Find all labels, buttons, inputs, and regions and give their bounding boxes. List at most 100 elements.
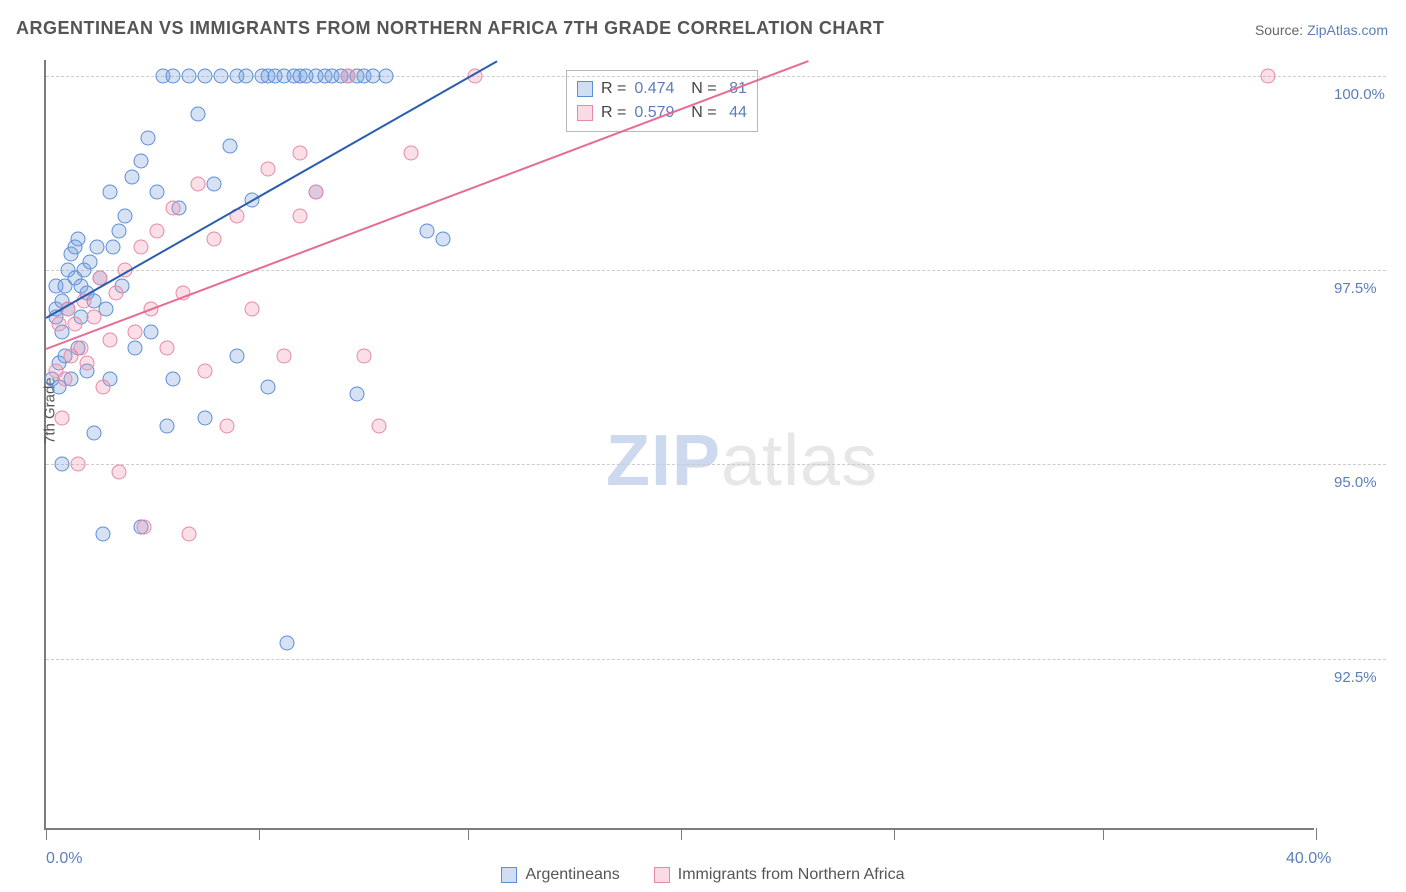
y-tick-label: 92.5% — [1334, 669, 1377, 686]
data-point-b — [102, 333, 117, 348]
data-point-a — [105, 239, 120, 254]
data-point-b — [1261, 68, 1276, 83]
data-point-a — [378, 68, 393, 83]
data-point-b — [356, 348, 371, 363]
watermark-rest: atlas — [721, 421, 878, 501]
watermark-zip: ZIP — [606, 421, 721, 501]
data-point-b — [134, 239, 149, 254]
data-point-b — [181, 527, 196, 542]
data-point-a — [239, 68, 254, 83]
data-point-b — [54, 410, 69, 425]
data-point-a — [112, 224, 127, 239]
data-point-a — [207, 177, 222, 192]
x-tick — [468, 828, 469, 840]
chart-title: ARGENTINEAN VS IMMIGRANTS FROM NORTHERN … — [16, 18, 884, 39]
data-point-b — [277, 348, 292, 363]
source-label: Source: — [1255, 22, 1303, 38]
legend-swatch-b-icon — [577, 105, 593, 121]
x-tick — [894, 828, 895, 840]
data-point-b — [159, 340, 174, 355]
data-point-b — [191, 177, 206, 192]
legend-item-a: Argentineans — [501, 866, 619, 884]
data-point-a — [223, 138, 238, 153]
data-point-a — [118, 208, 133, 223]
data-point-a — [86, 426, 101, 441]
data-point-b — [80, 356, 95, 371]
data-point-b — [96, 379, 111, 394]
data-point-b — [261, 161, 276, 176]
data-point-a — [89, 239, 104, 254]
source-attribution: Source: ZipAtlas.com — [1255, 22, 1388, 38]
stat-row-a: R =0.474 N = 81 — [577, 77, 747, 101]
data-point-a — [435, 231, 450, 246]
gridline-h — [46, 464, 1386, 465]
data-point-b — [293, 146, 308, 161]
data-point-b — [70, 457, 85, 472]
data-point-a — [143, 325, 158, 340]
legend-swatch-a-icon — [501, 867, 517, 883]
x-tick — [681, 828, 682, 840]
watermark: ZIPatlas — [606, 420, 878, 502]
gridline-h — [46, 659, 1386, 660]
data-point-a — [280, 636, 295, 651]
stat-r-label: R = — [601, 101, 626, 125]
x-tick — [1316, 828, 1317, 840]
y-tick-label: 97.5% — [1334, 280, 1377, 297]
data-point-a — [420, 224, 435, 239]
data-point-a — [197, 410, 212, 425]
data-point-b — [112, 465, 127, 480]
stat-r-label: R = — [601, 77, 626, 101]
data-point-b — [372, 418, 387, 433]
source-link[interactable]: ZipAtlas.com — [1307, 22, 1388, 38]
data-point-b — [197, 364, 212, 379]
data-point-a — [99, 301, 114, 316]
legend-swatch-b-icon — [654, 867, 670, 883]
stat-row-b: R =0.579 N = 44 — [577, 101, 747, 125]
data-point-a — [134, 154, 149, 169]
stat-r-value: 0.474 — [634, 77, 674, 101]
data-point-a — [127, 340, 142, 355]
data-point-b — [340, 68, 355, 83]
data-point-a — [166, 371, 181, 386]
data-point-a — [350, 387, 365, 402]
data-point-b — [404, 146, 419, 161]
x-tick — [259, 828, 260, 840]
data-point-b — [308, 185, 323, 200]
data-point-a — [261, 379, 276, 394]
data-point-b — [58, 371, 73, 386]
data-point-b — [86, 309, 101, 324]
data-point-b — [166, 200, 181, 215]
data-point-a — [159, 418, 174, 433]
data-point-b — [219, 418, 234, 433]
x-tick — [46, 828, 47, 840]
data-point-a — [124, 169, 139, 184]
scatter-plot: 7th Grade ZIPatlas R =0.474 N = 81R =0.5… — [44, 60, 1314, 830]
legend-bottom: Argentineans Immigrants from Northern Afr… — [0, 866, 1406, 884]
data-point-a — [166, 68, 181, 83]
data-point-b — [207, 231, 222, 246]
data-point-a — [213, 68, 228, 83]
legend-label: Immigrants from Northern Africa — [678, 866, 905, 884]
data-point-b — [245, 301, 260, 316]
data-point-a — [102, 185, 117, 200]
y-tick-label: 95.0% — [1334, 474, 1377, 491]
data-point-a — [54, 457, 69, 472]
data-point-b — [293, 208, 308, 223]
data-point-b — [137, 519, 152, 534]
data-point-a — [70, 231, 85, 246]
data-point-a — [140, 130, 155, 145]
data-point-a — [181, 68, 196, 83]
data-point-a — [197, 68, 212, 83]
data-point-b — [127, 325, 142, 340]
correlation-stats-box: R =0.474 N = 81R =0.579 N = 44 — [566, 70, 758, 132]
legend-item-b: Immigrants from Northern Africa — [654, 866, 905, 884]
data-point-a — [191, 107, 206, 122]
data-point-b — [108, 286, 123, 301]
data-point-a — [229, 348, 244, 363]
legend-label: Argentineans — [525, 866, 619, 884]
data-point-b — [67, 317, 82, 332]
data-point-b — [150, 224, 165, 239]
y-tick-label: 100.0% — [1334, 86, 1385, 103]
data-point-b — [51, 317, 66, 332]
data-point-a — [96, 527, 111, 542]
